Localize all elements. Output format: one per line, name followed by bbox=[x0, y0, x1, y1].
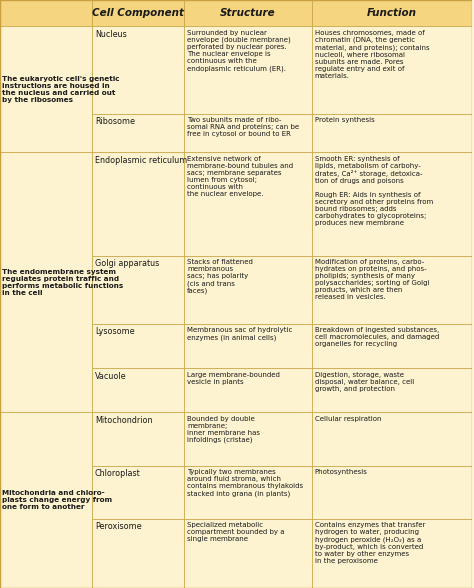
Text: Photosynthesis: Photosynthesis bbox=[315, 469, 367, 475]
Text: Specialized metabolic
compartment bounded by a
single membrane: Specialized metabolic compartment bounde… bbox=[187, 522, 284, 542]
FancyBboxPatch shape bbox=[92, 324, 184, 368]
Text: Smooth ER: synthesis of
lipids, metabolism of carbohy-
drates, Ca²⁺ storage, det: Smooth ER: synthesis of lipids, metaboli… bbox=[315, 156, 433, 226]
FancyBboxPatch shape bbox=[312, 466, 473, 519]
Text: Endoplasmic reticulum: Endoplasmic reticulum bbox=[95, 156, 187, 165]
FancyBboxPatch shape bbox=[92, 152, 184, 256]
Text: Surrounded by nuclear
envelope (double membrane)
perforated by nuclear pores.
Th: Surrounded by nuclear envelope (double m… bbox=[187, 30, 291, 72]
Text: Peroxisome: Peroxisome bbox=[95, 522, 142, 532]
Text: The endomembrane system
regulates protein traffic and
performs metabolic functio: The endomembrane system regulates protei… bbox=[2, 269, 124, 296]
FancyBboxPatch shape bbox=[92, 412, 184, 466]
FancyBboxPatch shape bbox=[184, 114, 312, 152]
FancyBboxPatch shape bbox=[184, 26, 312, 114]
FancyBboxPatch shape bbox=[312, 324, 473, 368]
FancyBboxPatch shape bbox=[184, 256, 312, 324]
FancyBboxPatch shape bbox=[0, 0, 92, 26]
FancyBboxPatch shape bbox=[312, 368, 473, 412]
Text: Golgi apparatus: Golgi apparatus bbox=[95, 259, 159, 268]
Text: The eukaryotic cell's genetic
instructions are housed in
the nucleus and carried: The eukaryotic cell's genetic instructio… bbox=[2, 76, 120, 103]
Text: Stacks of flattened
membranous
sacs; has polarity
(cis and trans
faces): Stacks of flattened membranous sacs; has… bbox=[187, 259, 253, 295]
Text: Cell Component: Cell Component bbox=[92, 8, 184, 18]
FancyBboxPatch shape bbox=[312, 152, 473, 256]
Text: Mitochondria and chloro-
plasts change energy from
one form to another: Mitochondria and chloro- plasts change e… bbox=[2, 490, 112, 510]
FancyBboxPatch shape bbox=[312, 519, 473, 588]
Text: Lysosome: Lysosome bbox=[95, 328, 135, 336]
Text: Function: Function bbox=[367, 8, 417, 18]
FancyBboxPatch shape bbox=[92, 26, 184, 114]
FancyBboxPatch shape bbox=[312, 0, 473, 26]
FancyBboxPatch shape bbox=[92, 519, 184, 588]
Text: Structure: Structure bbox=[220, 8, 276, 18]
Text: Chloroplast: Chloroplast bbox=[95, 469, 141, 478]
Text: Houses chromosomes, made of
chromatin (DNA, the genetic
material, and proteins);: Houses chromosomes, made of chromatin (D… bbox=[315, 30, 429, 79]
Text: Modification of proteins, carbo-
hydrates on proteins, and phos-
pholipids; synt: Modification of proteins, carbo- hydrate… bbox=[315, 259, 429, 300]
FancyBboxPatch shape bbox=[184, 412, 312, 466]
FancyBboxPatch shape bbox=[312, 26, 473, 114]
Text: Two subunits made of ribo-
somal RNA and proteins; can be
free in cytosol or bou: Two subunits made of ribo- somal RNA and… bbox=[187, 118, 299, 138]
Text: Large membrane-bounded
vesicle in plants: Large membrane-bounded vesicle in plants bbox=[187, 372, 280, 385]
Text: Protein synthesis: Protein synthesis bbox=[315, 118, 374, 123]
FancyBboxPatch shape bbox=[92, 368, 184, 412]
Text: Typically two membranes
around fluid stroma, which
contains membranous thylakoid: Typically two membranes around fluid str… bbox=[187, 469, 303, 497]
Text: Breakdown of ingested substances,
cell macromolecules, and damaged
organelles fo: Breakdown of ingested substances, cell m… bbox=[315, 328, 439, 348]
Text: Digestion, storage, waste
disposal, water balance, cell
growth, and protection: Digestion, storage, waste disposal, wate… bbox=[315, 372, 414, 392]
FancyBboxPatch shape bbox=[92, 256, 184, 324]
FancyBboxPatch shape bbox=[0, 26, 92, 152]
FancyBboxPatch shape bbox=[312, 114, 473, 152]
Text: Cellular respiration: Cellular respiration bbox=[315, 416, 381, 422]
FancyBboxPatch shape bbox=[184, 466, 312, 519]
FancyBboxPatch shape bbox=[92, 0, 184, 26]
FancyBboxPatch shape bbox=[92, 466, 184, 519]
FancyBboxPatch shape bbox=[184, 368, 312, 412]
Text: Nucleus: Nucleus bbox=[95, 30, 127, 39]
FancyBboxPatch shape bbox=[92, 114, 184, 152]
Text: Vacuole: Vacuole bbox=[95, 372, 127, 380]
Text: Ribosome: Ribosome bbox=[95, 118, 135, 126]
FancyBboxPatch shape bbox=[184, 519, 312, 588]
FancyBboxPatch shape bbox=[312, 256, 473, 324]
FancyBboxPatch shape bbox=[184, 152, 312, 256]
Text: Contains enzymes that transfer
hydrogen to water, producing
hydrogen peroxide (H: Contains enzymes that transfer hydrogen … bbox=[315, 522, 425, 564]
FancyBboxPatch shape bbox=[0, 152, 92, 412]
FancyBboxPatch shape bbox=[184, 0, 312, 26]
Text: Extensive network of
membrane-bound tubules and
sacs; membrane separates
lumen f: Extensive network of membrane-bound tubu… bbox=[187, 156, 293, 197]
Text: Membranous sac of hydrolytic
enzymes (in animal cells): Membranous sac of hydrolytic enzymes (in… bbox=[187, 328, 292, 341]
FancyBboxPatch shape bbox=[184, 324, 312, 368]
FancyBboxPatch shape bbox=[0, 412, 92, 588]
FancyBboxPatch shape bbox=[312, 412, 473, 466]
Text: Bounded by double
membrane;
inner membrane has
infoldings (cristae): Bounded by double membrane; inner membra… bbox=[187, 416, 260, 443]
Text: Mitochondrion: Mitochondrion bbox=[95, 416, 153, 425]
